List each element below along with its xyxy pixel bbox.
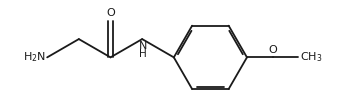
Text: H$_2$N: H$_2$N [23, 50, 46, 64]
Text: H: H [139, 49, 147, 59]
Text: CH$_3$: CH$_3$ [299, 50, 322, 64]
Text: O: O [106, 8, 115, 18]
Text: O: O [268, 45, 277, 55]
Text: N: N [139, 41, 147, 51]
